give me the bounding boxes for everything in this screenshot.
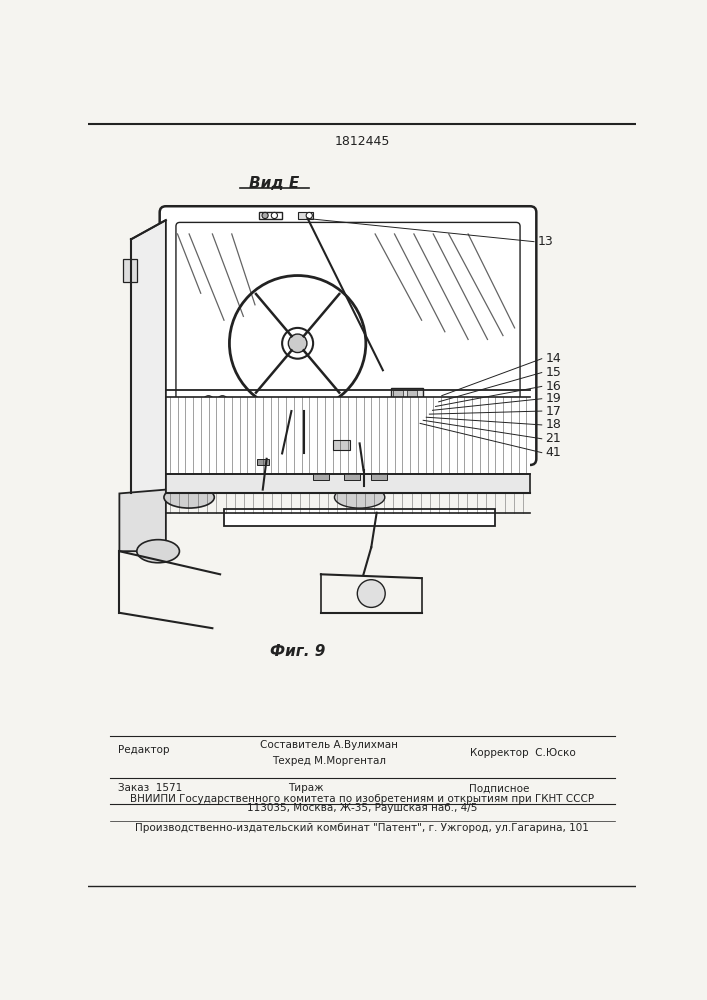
Circle shape	[264, 401, 279, 415]
Bar	[313, 473, 329, 480]
Bar	[391, 388, 423, 420]
Bar	[393, 390, 403, 397]
Text: 1812445: 1812445	[334, 135, 390, 148]
Circle shape	[203, 409, 214, 420]
Bar	[332, 440, 349, 450]
Bar	[407, 390, 417, 397]
FancyBboxPatch shape	[176, 222, 520, 449]
Circle shape	[282, 328, 313, 359]
Bar	[224, 509, 495, 526]
Circle shape	[271, 212, 277, 219]
Circle shape	[306, 212, 312, 219]
Bar	[371, 473, 387, 480]
Circle shape	[203, 396, 214, 406]
Circle shape	[357, 580, 385, 607]
Ellipse shape	[164, 487, 214, 508]
Bar	[123, 259, 137, 282]
Text: Подписное: Подписное	[469, 783, 530, 793]
Bar	[428, 397, 442, 406]
Ellipse shape	[137, 540, 180, 563]
Text: 18: 18	[546, 418, 561, 431]
Text: 13: 13	[538, 235, 554, 248]
Text: Тираж: Тираж	[288, 783, 323, 793]
Bar	[259, 212, 282, 219]
Circle shape	[217, 396, 228, 406]
Circle shape	[262, 212, 268, 219]
Bar	[166, 474, 530, 493]
Text: Составитель А.Вулихман: Составитель А.Вулихман	[259, 740, 397, 750]
Text: Производственно-издательский комбинат "Патент", г. Ужгород, ул.Гагарина, 101: Производственно-издательский комбинат "П…	[135, 823, 589, 833]
Bar	[298, 212, 313, 219]
Polygon shape	[119, 490, 166, 551]
Text: Заказ  1571: Заказ 1571	[118, 783, 182, 793]
Circle shape	[360, 484, 368, 492]
Circle shape	[236, 401, 250, 415]
Polygon shape	[131, 220, 166, 497]
Text: Вид E: Вид E	[250, 176, 300, 191]
Text: Техред М.Моргентал: Техред М.Моргентал	[271, 756, 385, 766]
Bar	[393, 400, 403, 407]
FancyBboxPatch shape	[160, 206, 537, 465]
Text: 41: 41	[546, 446, 561, 459]
Bar	[344, 473, 360, 480]
Text: 17: 17	[546, 405, 561, 418]
Text: 113035, Москва, Ж-35, Раушская наб., 4/5: 113035, Москва, Ж-35, Раушская наб., 4/5	[247, 803, 477, 813]
Circle shape	[435, 400, 440, 404]
Circle shape	[217, 409, 228, 420]
Text: 15: 15	[546, 366, 561, 379]
Bar	[407, 400, 417, 407]
Circle shape	[428, 400, 433, 404]
Text: 14: 14	[546, 352, 561, 365]
Text: 16: 16	[546, 380, 561, 393]
Text: 19: 19	[546, 392, 561, 405]
Text: ВНИИПИ Государственного комитета по изобретениям и открытиям при ГКНТ СССР: ВНИИПИ Государственного комитета по изоб…	[130, 794, 594, 804]
Circle shape	[250, 401, 264, 415]
Bar	[166, 397, 530, 474]
Text: Фиг. 9: Фиг. 9	[270, 644, 325, 659]
Text: Корректор  С.Юско: Корректор С.Юско	[469, 748, 575, 758]
Bar	[257, 459, 269, 465]
Text: Редактор: Редактор	[118, 745, 169, 755]
Circle shape	[288, 334, 307, 353]
Ellipse shape	[334, 487, 385, 508]
Text: 21: 21	[546, 432, 561, 445]
Bar	[407, 410, 417, 417]
Bar	[393, 410, 403, 417]
